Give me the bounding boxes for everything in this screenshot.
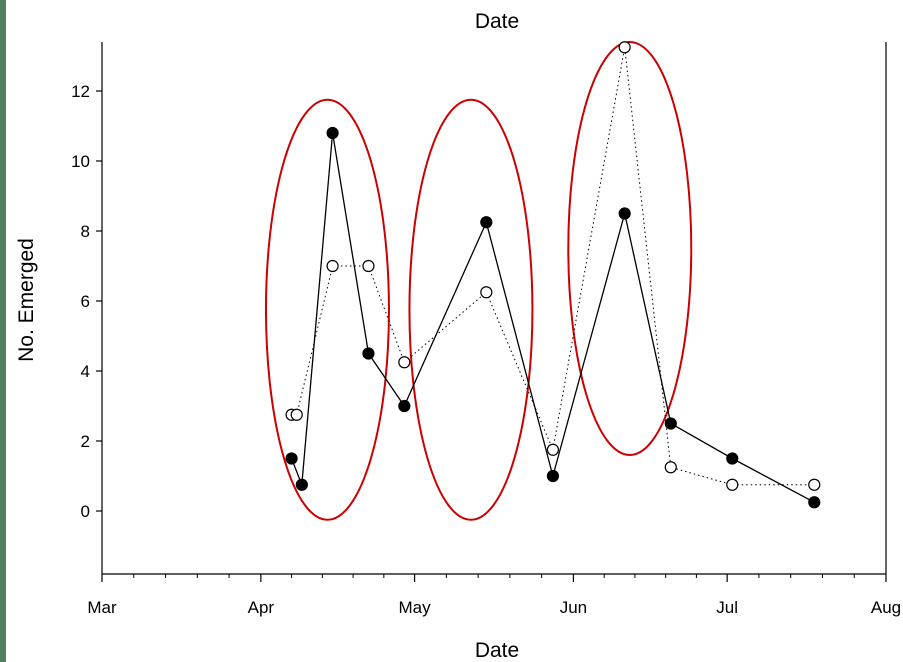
filled-point [618,207,631,220]
y-tick-label: 4 [81,362,90,381]
x-axis-title: Date [475,639,519,662]
filled-point [480,216,493,229]
y-tick-label: 2 [81,432,90,451]
open-point [480,286,493,299]
filled-point [726,452,739,465]
y-axis-title: No. Emerged [15,238,38,362]
open-point [664,461,677,474]
filled-point [398,399,411,413]
open-point [618,41,631,54]
filled-point [664,417,677,430]
x-tick-label: Jul [716,598,738,617]
annotation-ellipses [264,41,693,521]
open-point [290,408,303,421]
filled-point [326,126,339,140]
open-point [326,259,339,273]
highlight-ellipse [567,41,693,456]
highlight-ellipse [408,98,534,521]
y-tick-label: 0 [81,502,90,521]
open-point [546,443,560,456]
filled-point [362,347,375,360]
x-tick-label: Jun [560,598,587,617]
open-point [808,478,821,491]
open-point [398,356,411,369]
y-tick-label: 10 [71,152,90,171]
series-markers [285,41,821,509]
left-edge-strip [0,0,6,662]
x-tick-label: Aug [871,598,901,617]
open-point [362,259,375,273]
filled-point [285,452,298,465]
open-point [726,478,739,491]
x-tick-label: Mar [87,598,117,617]
chart-title: Date [475,10,519,33]
x-tick-label: Apr [248,598,275,617]
highlight-ellipse [264,98,390,521]
x-tick-label: May [399,598,432,617]
filled-point [808,496,821,509]
y-tick-label: 12 [71,82,90,101]
plot-frame [101,42,887,575]
series-lines [290,47,815,503]
filled-point [295,478,308,491]
axis-ticks: 0 2 4 6 8 10 12 Mar Apr May Jun Jul Aug [71,82,901,617]
y-tick-label: 8 [81,222,90,241]
y-tick-label: 6 [81,292,90,311]
filled-point [546,469,560,483]
